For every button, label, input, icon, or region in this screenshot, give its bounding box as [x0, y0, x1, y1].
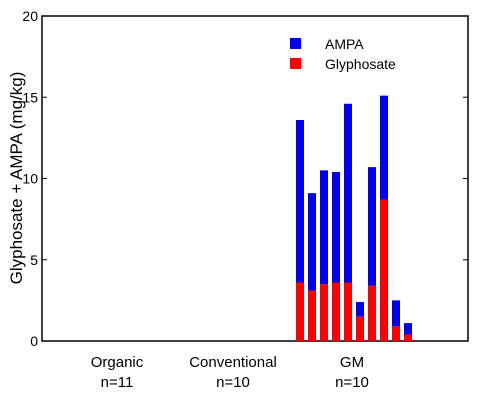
- x-category-labels: Organic n=11 Conventional n=10 GM n=10: [91, 354, 369, 391]
- bar-ampa: [356, 302, 364, 317]
- bar-ampa: [392, 300, 400, 327]
- bar-glyphosate: [332, 282, 340, 341]
- legend-swatch-ampa: [290, 38, 301, 49]
- x-label-organic: Organic: [91, 354, 144, 371]
- y-tick-label: 10: [22, 171, 38, 187]
- bar-ampa: [308, 193, 316, 291]
- x-label-gm: GM: [340, 354, 364, 371]
- y-tick-label: 5: [30, 252, 38, 268]
- x-label-organic-n: n=11: [101, 374, 134, 391]
- x-label-gm-n: n=10: [335, 374, 369, 391]
- bar-ampa: [404, 323, 412, 335]
- legend-swatch-glyphosate: [290, 58, 301, 69]
- bar-ampa: [380, 95, 388, 200]
- bar-glyphosate: [296, 282, 304, 341]
- y-tick-label: 0: [30, 333, 38, 349]
- bar-ampa: [320, 170, 328, 285]
- legend-label-ampa: AMPA: [325, 36, 364, 52]
- x-label-conventional: Conventional: [189, 354, 277, 371]
- bar-glyphosate: [380, 199, 388, 341]
- bar-glyphosate: [356, 316, 364, 341]
- bar-ampa: [296, 120, 304, 283]
- bar-glyphosate: [404, 334, 412, 341]
- legend-label-glyphosate: Glyphosate: [325, 56, 396, 72]
- x-label-conventional-n: n=10: [216, 374, 250, 391]
- bar-ampa: [332, 172, 340, 283]
- bar-glyphosate: [320, 284, 328, 341]
- bar-ampa: [368, 167, 376, 286]
- bars-group: [296, 95, 412, 341]
- bar-glyphosate: [392, 326, 400, 341]
- bar-ampa: [344, 103, 352, 283]
- y-tick-label: 15: [22, 89, 38, 105]
- bar-glyphosate: [368, 285, 376, 341]
- bar-glyphosate: [344, 282, 352, 341]
- bar-glyphosate: [308, 290, 316, 341]
- legend: AMPA Glyphosate: [290, 36, 396, 72]
- y-tick-label: 20: [22, 8, 38, 24]
- y-axis-ticks: 0 5 10 15 20: [22, 8, 468, 349]
- y-axis-label: Glyphosate + AMPA (mg/kg): [7, 72, 26, 285]
